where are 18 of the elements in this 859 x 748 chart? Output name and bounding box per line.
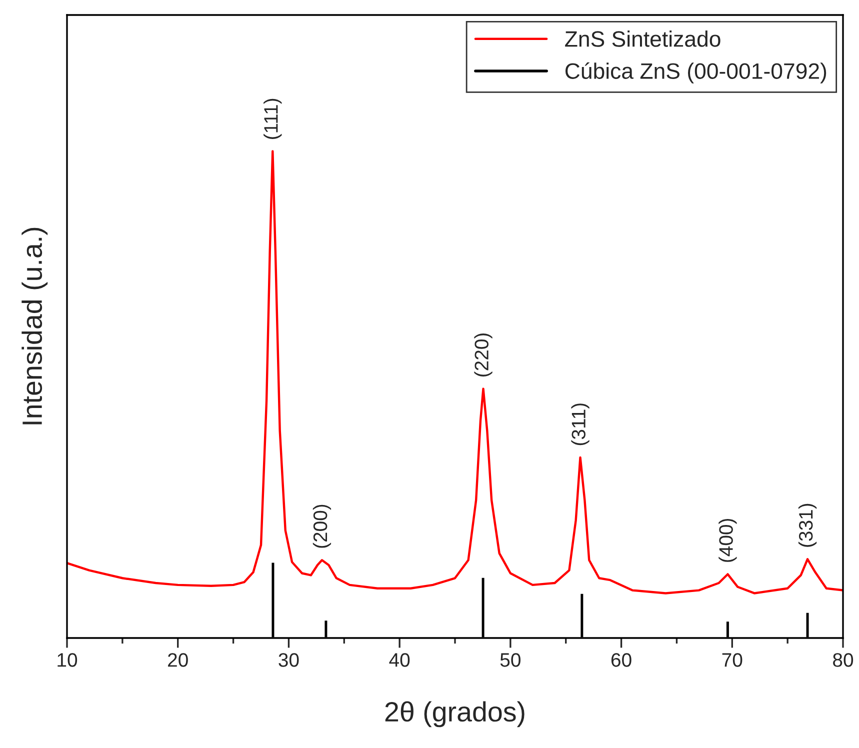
x-tick-label: 40 — [389, 653, 410, 667]
annotation: (400) — [718, 518, 737, 562]
x-tick-label: 60 — [611, 653, 632, 667]
annotation: (200) — [312, 504, 332, 548]
legend-label: ZnS Sintetizado — [565, 30, 720, 47]
y-axis-title: Intensidad (u.a.) — [22, 228, 48, 424]
x-tick-label: 20 — [168, 653, 188, 667]
annotation: (220) — [474, 334, 492, 376]
legend-label: Cúbica ZnS (00-001-0792) — [565, 62, 826, 84]
x-tick-label: 10 — [58, 653, 78, 667]
x-tick-label: 70 — [722, 653, 742, 667]
x-axis-title: 2θ (grados) — [385, 701, 524, 728]
x-tick-label: 80 — [833, 653, 854, 667]
x-tick-label: 30 — [278, 653, 299, 667]
annotation: (311) — [571, 404, 590, 446]
annotation: (331) — [798, 504, 817, 547]
annotation: (111) — [264, 98, 282, 139]
x-tick-label: 50 — [500, 653, 520, 667]
